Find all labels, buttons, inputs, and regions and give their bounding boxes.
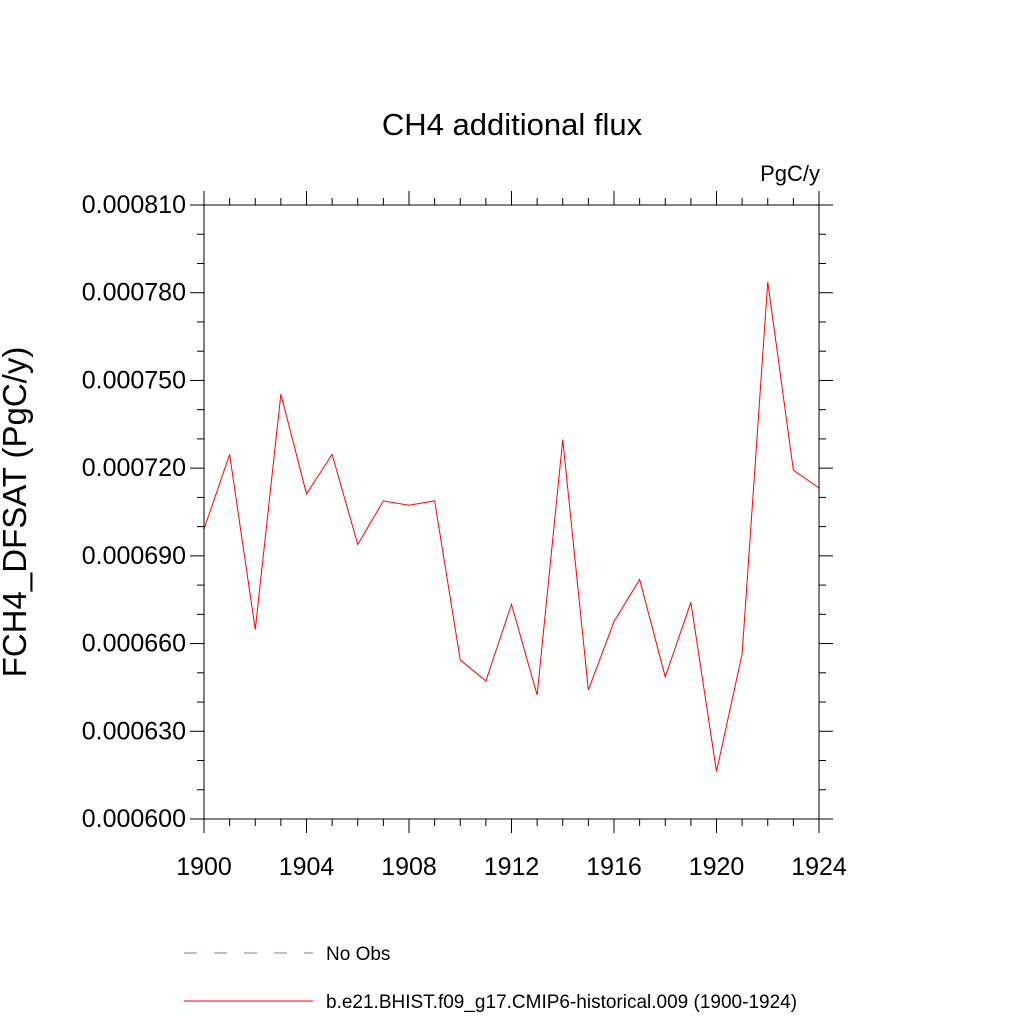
y-tick-label: 0.000780 [82,279,186,307]
y-tick-labels: 0.000600 0.000630 0.000660 0.000690 0.000720… [82,191,186,833]
series-line [203,281,820,772]
y-axis-label: FCH4_DFSAT (PgC/y) [0,347,33,678]
legend-label: b.e21.BHIST.f09_g17.CMIP6-historical.009… [326,992,797,1013]
x-tick-label: 1920 [689,853,745,881]
legend: No Obs b.e21.BHIST.f09_g17.CMIP6-historic… [184,944,797,1013]
x-tick-labels: 1900 1904 1908 1912 1916 1920 1924 [176,853,847,881]
y-tick-label: 0.000660 [82,630,186,658]
x-tick-label: 1924 [791,853,847,881]
y-tick-label: 0.000690 [82,542,186,570]
y-tick-label: 0.000750 [82,366,186,394]
y-tick-label: 0.000810 [82,191,186,219]
x-tick-label: 1900 [176,853,232,881]
axis-ticks [190,191,833,833]
x-tick-label: 1912 [484,853,540,881]
x-tick-label: 1916 [586,853,642,881]
y-tick-label: 0.000600 [82,805,186,833]
plot-frame [203,204,820,820]
series-layer [203,281,820,772]
chart-title: CH4 additional flux [382,107,643,142]
x-tick-label: 1908 [381,853,437,881]
y-tick-label: 0.000630 [82,717,186,745]
y-tick-label: 0.000720 [82,454,186,482]
units-label: PgC/y [760,161,820,186]
x-tick-label: 1904 [279,853,335,881]
legend-label: No Obs [326,944,390,965]
